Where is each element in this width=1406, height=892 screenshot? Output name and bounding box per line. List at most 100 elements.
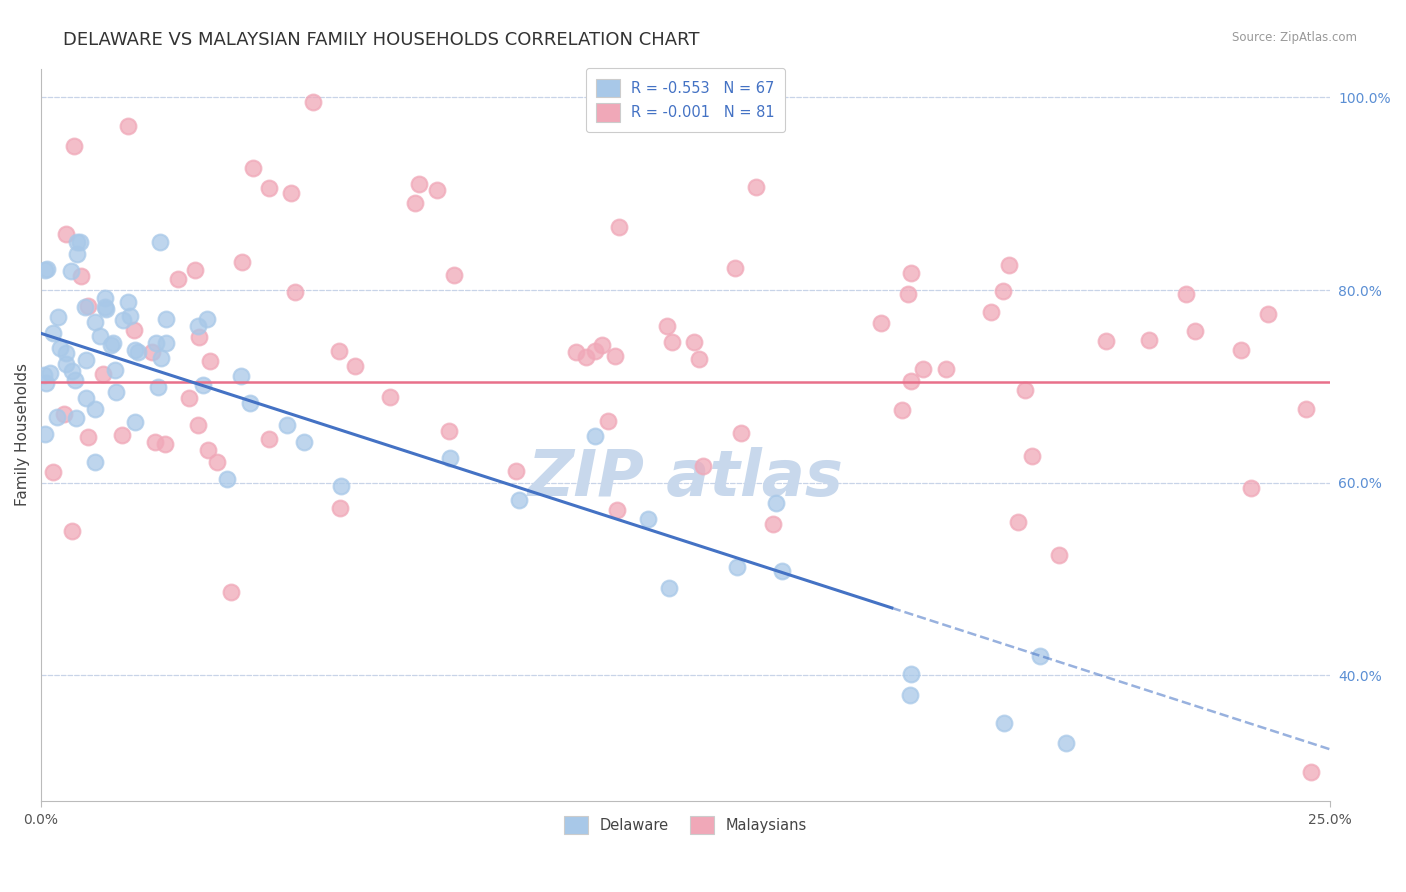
Point <box>655 318 678 333</box>
Point <box>1021 450 1043 464</box>
Point <box>1257 307 1279 321</box>
Point <box>870 316 893 330</box>
Point <box>103 336 125 351</box>
Point <box>591 338 613 352</box>
Point <box>187 418 209 433</box>
Point <box>900 667 922 681</box>
Point <box>603 349 626 363</box>
Point <box>120 310 142 324</box>
Point <box>49 341 72 355</box>
Legend: Delaware, Malaysians: Delaware, Malaysians <box>554 805 817 845</box>
Point <box>605 503 627 517</box>
Point <box>167 272 190 286</box>
Point <box>32 368 55 382</box>
Point <box>426 183 449 197</box>
Point <box>1047 548 1070 562</box>
Point <box>1295 402 1317 417</box>
Point <box>215 472 238 486</box>
Point <box>111 427 134 442</box>
Point <box>1029 648 1052 663</box>
Point <box>75 300 97 314</box>
Point <box>257 433 280 447</box>
Point <box>404 196 426 211</box>
Point <box>898 688 921 702</box>
Point <box>1095 334 1118 348</box>
Point <box>69 235 91 249</box>
Point <box>91 368 114 382</box>
Text: Source: ZipAtlas.com: Source: ZipAtlas.com <box>1232 31 1357 45</box>
Point <box>75 352 97 367</box>
Point <box>443 268 465 282</box>
Point <box>124 415 146 429</box>
Point <box>1230 343 1253 357</box>
Point <box>897 287 920 301</box>
Point <box>83 455 105 469</box>
Point <box>900 266 922 280</box>
Point <box>329 479 352 493</box>
Point <box>122 323 145 337</box>
Point <box>141 345 163 359</box>
Point <box>77 299 100 313</box>
Point <box>231 369 253 384</box>
Point <box>35 376 58 391</box>
Point <box>89 329 111 343</box>
Point <box>63 138 86 153</box>
Point <box>1007 516 1029 530</box>
Point <box>301 95 323 109</box>
Point <box>329 500 352 515</box>
Point <box>94 301 117 316</box>
Point <box>683 334 706 349</box>
Point <box>59 264 82 278</box>
Point <box>658 581 681 595</box>
Point <box>1054 736 1077 750</box>
Point <box>66 246 89 260</box>
Point <box>280 186 302 200</box>
Point <box>745 180 768 194</box>
Point <box>284 285 307 299</box>
Point <box>343 359 366 373</box>
Text: ZIP atlas: ZIP atlas <box>527 448 844 509</box>
Point <box>770 564 793 578</box>
Point <box>124 343 146 357</box>
Point <box>575 350 598 364</box>
Point <box>94 300 117 314</box>
Point <box>997 258 1019 272</box>
Point <box>239 395 262 409</box>
Point <box>1301 764 1323 779</box>
Point <box>583 428 606 442</box>
Point <box>725 560 748 574</box>
Point <box>84 401 107 416</box>
Point <box>596 414 619 428</box>
Point <box>195 312 218 326</box>
Point <box>1014 384 1036 398</box>
Point <box>1137 333 1160 347</box>
Point <box>205 454 228 468</box>
Point <box>60 364 83 378</box>
Point <box>117 295 139 310</box>
Point <box>60 524 83 538</box>
Point <box>55 357 77 371</box>
Point <box>127 345 149 359</box>
Point <box>198 353 221 368</box>
Point <box>100 337 122 351</box>
Point <box>328 344 350 359</box>
Point <box>111 313 134 327</box>
Point <box>187 318 209 333</box>
Point <box>993 285 1015 299</box>
Point <box>661 335 683 350</box>
Point <box>39 366 62 380</box>
Point <box>508 492 530 507</box>
Point <box>184 263 207 277</box>
Point <box>55 346 77 360</box>
Point <box>197 442 219 457</box>
Point <box>688 351 710 366</box>
Point <box>145 336 167 351</box>
Point <box>149 235 172 249</box>
Point <box>37 262 59 277</box>
Point <box>439 451 461 466</box>
Point <box>187 330 209 344</box>
Text: DELAWARE VS MALAYSIAN FAMILY HOUSEHOLDS CORRELATION CHART: DELAWARE VS MALAYSIAN FAMILY HOUSEHOLDS … <box>63 31 700 49</box>
Point <box>84 315 107 329</box>
Point <box>257 181 280 195</box>
Point <box>564 344 586 359</box>
